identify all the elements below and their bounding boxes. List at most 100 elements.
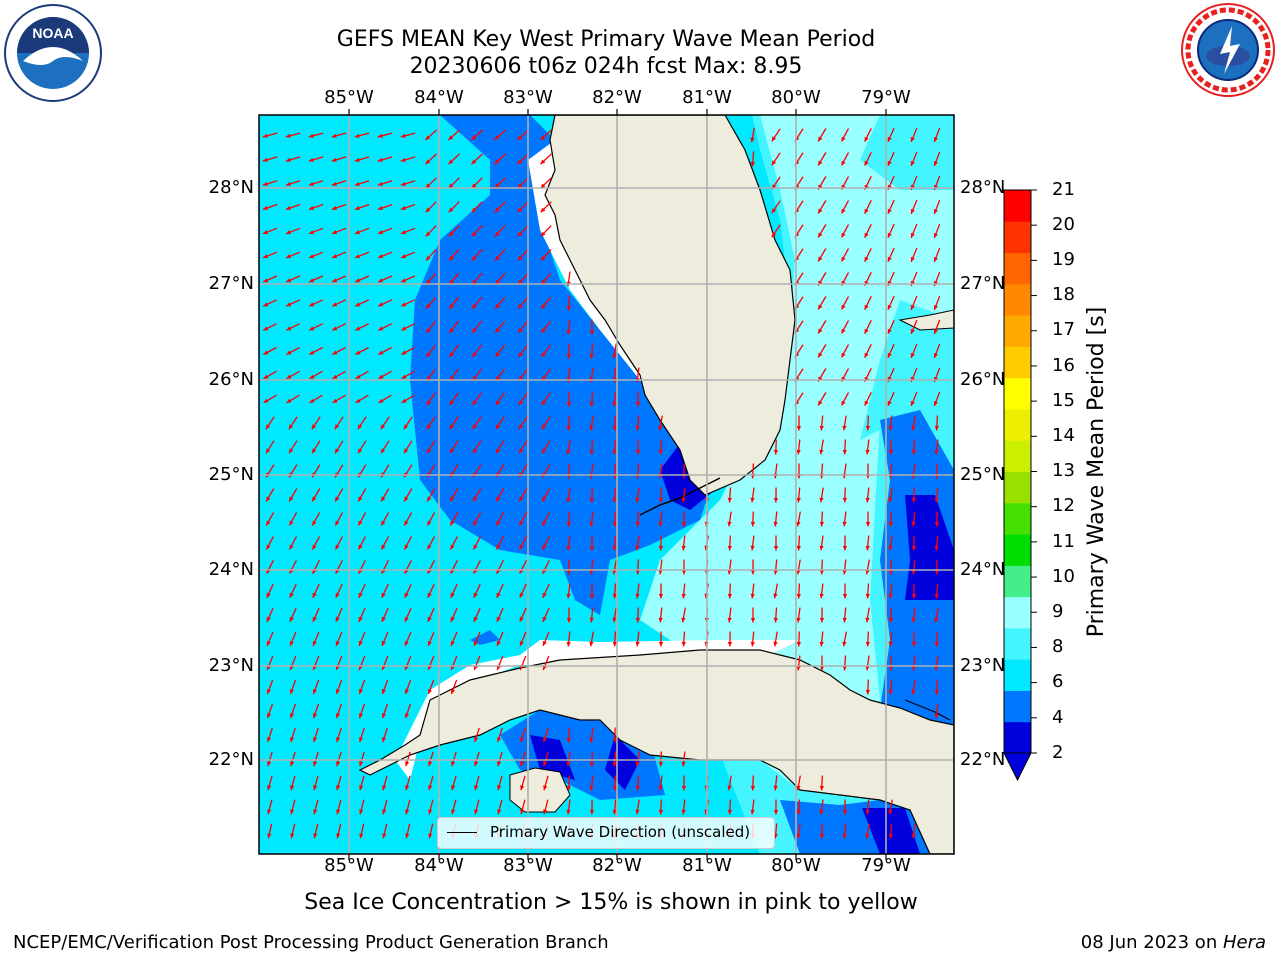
florida-land [544, 115, 796, 496]
wave-arrow-head [635, 641, 640, 647]
wave-arrow-head [589, 546, 595, 551]
wave-arrow-head [517, 207, 523, 213]
wave-arrow-head [771, 136, 777, 142]
wave-arrow-head [773, 641, 778, 647]
wave-arrow-head [358, 689, 363, 694]
wave-arrow-head [841, 256, 846, 262]
wave-arrow-head [658, 594, 664, 599]
wave-arrow-head [262, 133, 268, 138]
wave-arrow-head [841, 352, 846, 358]
wave-arrow-head [773, 569, 778, 575]
wave-arrow-head [612, 761, 617, 767]
wave-arrow-head [566, 545, 571, 551]
sea-ice-note: Sea Ice Concentration > 15% is shown in … [304, 890, 918, 915]
wave-arrow-head [658, 545, 664, 551]
wave-arrow-head [312, 689, 317, 694]
wave-arrow-head [312, 520, 317, 526]
colorbar-tick: 12 [1052, 495, 1075, 516]
wave-arrow-head [309, 398, 315, 403]
wave-arrow-head [796, 809, 801, 815]
wave-arrow-head [888, 521, 893, 527]
wave-arrow-head [750, 161, 755, 167]
wave-arrow-head [313, 785, 318, 791]
wave-arrow-head [286, 278, 292, 283]
wave-arrow-head [263, 374, 269, 379]
wave-arrow-head [865, 593, 870, 599]
wave-arrow-head [864, 400, 869, 406]
isla-juventud-land [509, 767, 571, 813]
wave-arrow-head [472, 328, 477, 333]
lat-tick-left: 27°N [208, 273, 254, 294]
wave-arrow-head [887, 304, 892, 310]
wave-arrow-head [313, 833, 318, 839]
wave-arrow-head [612, 617, 617, 623]
wave-arrow-head [934, 545, 939, 551]
wave-arrow-head [289, 640, 294, 646]
wave-arrow-head [519, 448, 524, 454]
wave-arrow-head [266, 616, 271, 622]
wave-arrow-head [404, 448, 409, 454]
colorbar-segment [1004, 596, 1031, 629]
wave-arrow-head [308, 205, 314, 210]
wave-arrow-head [401, 230, 406, 235]
wave-arrow-head [335, 616, 340, 622]
wave-arrow-head [727, 593, 733, 599]
wave-arrow-head [285, 181, 291, 186]
wave-arrow-head [911, 545, 917, 551]
wave-arrow-head [911, 617, 916, 623]
wave-arrow-head [818, 352, 823, 358]
wave-arrow-head [681, 761, 686, 767]
wave-arrow-head [312, 496, 317, 502]
wave-arrow-head [566, 569, 572, 575]
wave-arrow-head [309, 278, 315, 283]
wave-arrow-head [612, 425, 618, 431]
wave-arrow-head [450, 689, 455, 694]
wave-arrow-head [401, 350, 407, 355]
wave-arrow-head [448, 183, 454, 189]
wave-arrow-head [773, 521, 778, 527]
footer-credit: NCEP/EMC/Verification Post Processing Pr… [13, 932, 609, 953]
wave-arrow-head [681, 497, 686, 503]
wave-arrow-head [773, 498, 779, 503]
wave-arrow-head [819, 618, 825, 623]
wave-arrow-head [359, 785, 364, 791]
colorbar-segment [1004, 190, 1031, 222]
wave-arrow-head [771, 208, 777, 214]
wave-arrow-head [381, 640, 386, 646]
wave-arrow-head [262, 205, 268, 210]
wave-arrow-head [517, 159, 523, 165]
wave-arrow-head [517, 135, 523, 140]
wave-arrow-head [796, 641, 802, 647]
lat-tick-right: 28°N [960, 177, 1006, 198]
footer-host: Hera [1222, 932, 1266, 953]
wave-arrow-head [542, 592, 547, 598]
wave-arrow-head [335, 496, 340, 502]
wave-arrow-head [312, 592, 317, 598]
wave-arrow-head [934, 713, 939, 719]
wave-arrow-head [426, 400, 432, 406]
wave-arrow-head [750, 137, 755, 143]
wave-arrow-head [313, 761, 318, 767]
wave-arrow-head [450, 448, 455, 454]
wave-arrow-head [865, 833, 870, 839]
wave-arrow-head [378, 230, 383, 235]
wave-arrow-head [332, 326, 338, 331]
lon-tick-top: 83°W [503, 87, 553, 108]
wave-arrow-head [888, 689, 893, 695]
wave-arrow-head [428, 809, 433, 815]
wave-arrow-head [497, 761, 502, 767]
wave-arrow-head [818, 136, 823, 142]
wave-arrow-head [290, 833, 295, 839]
wave-arrow-head [359, 809, 364, 815]
wave-arrow-head [518, 255, 523, 261]
wave-arrow-head [934, 497, 939, 503]
wave-arrow-head [286, 374, 292, 379]
wave-arrow-head [933, 257, 938, 262]
wave-arrow-head [819, 809, 824, 815]
lon-tick-top: 79°W [861, 87, 911, 108]
wave-arrow-head [818, 256, 823, 262]
wave-arrow-head [727, 521, 732, 527]
wave-arrow-head [355, 302, 361, 307]
wave-arrow-head [377, 205, 383, 210]
colorbar-segment [1004, 721, 1031, 754]
